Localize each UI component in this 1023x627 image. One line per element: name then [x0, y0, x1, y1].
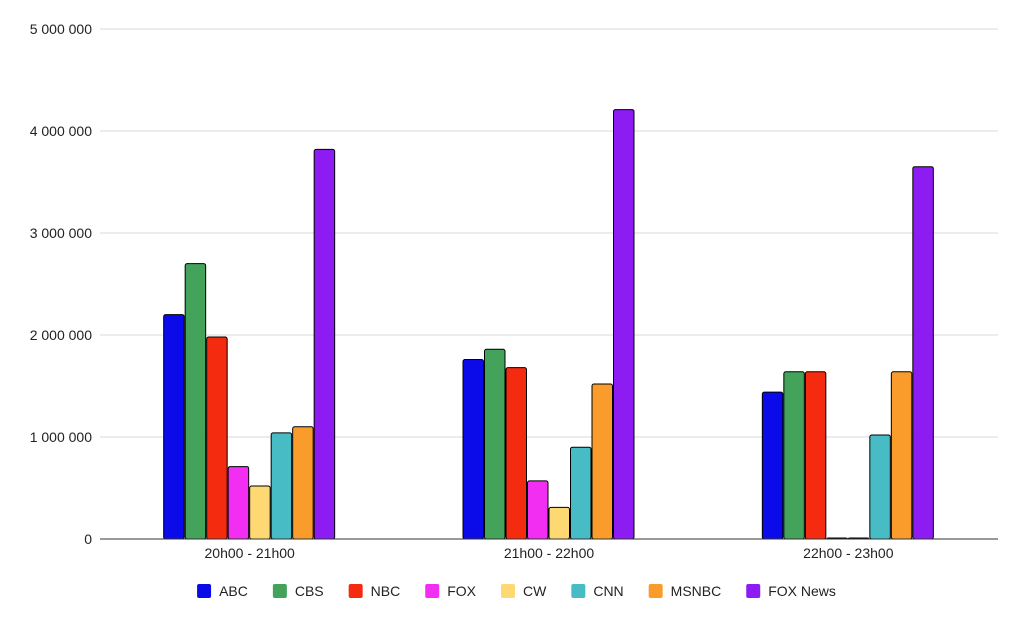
bars [163, 109, 934, 540]
bar-msnbc [292, 426, 314, 540]
y-tick-label: 0 [84, 531, 92, 547]
bar-abc [163, 314, 185, 540]
bar-cnn [270, 432, 293, 540]
legend-label: ABC [219, 583, 248, 599]
bar-fox-news [613, 109, 635, 540]
legend-label: MSNBC [671, 583, 722, 599]
bar-cbs [783, 371, 805, 540]
bar-cw [548, 506, 570, 540]
bar-fox-news [313, 148, 336, 540]
legend-swatch-cbs [272, 584, 287, 598]
legend: ABC CBS NBC FOX CW CNN MSNBC FOX News [197, 583, 836, 599]
legend-label: NBC [371, 583, 401, 599]
bar-abc [761, 391, 784, 540]
x-tick-label: 21h00 - 22h00 [504, 545, 595, 561]
bar-msnbc [890, 371, 913, 540]
y-tick-label: 2 000 000 [30, 327, 92, 343]
legend-swatch-cnn [571, 584, 586, 598]
bar-msnbc [591, 383, 613, 540]
y-tick-label: 3 000 000 [30, 225, 92, 241]
bar-abc [462, 358, 484, 540]
gridlines [100, 28, 998, 438]
legend-label: FOX [447, 583, 476, 599]
legend-label: CNN [593, 583, 623, 599]
bar-cbs [184, 263, 207, 540]
bar-nbc [505, 367, 527, 540]
bar-nbc [206, 336, 228, 540]
legend-label: FOX News [768, 583, 836, 599]
bar-cnn [570, 446, 592, 540]
y-tick-label: 4 000 000 [30, 123, 92, 139]
legend-label: CBS [295, 583, 324, 599]
legend-swatch-abc [197, 584, 212, 598]
y-tick-label: 1 000 000 [30, 429, 92, 445]
legend-label: CW [523, 583, 547, 599]
legend-swatch-nbc [348, 584, 363, 598]
legend-swatch-fox-news [746, 584, 761, 598]
bar-fox [527, 480, 549, 540]
legend-swatch-msnbc [648, 584, 663, 598]
legend-swatch-cw [501, 584, 516, 598]
bar-cw [249, 485, 271, 540]
legend-swatch-fox [425, 584, 440, 598]
bar-fox [227, 466, 250, 540]
y-axis-ticks: 0 1 000 000 2 000 000 3 000 000 4 000 000 5 0… [30, 21, 93, 547]
y-tick-label: 5 000 000 [30, 21, 92, 37]
x-axis-ticks: 20h00 - 21h00 21h00 - 22h00 22h00 - 23h00 [205, 545, 894, 561]
bar-nbc [804, 371, 827, 540]
bar-fox-news [912, 166, 934, 540]
bar-cnn [869, 434, 891, 540]
x-tick-label: 22h00 - 23h00 [803, 545, 894, 561]
bar-cbs [484, 348, 506, 540]
x-tick-label: 20h00 - 21h00 [205, 545, 296, 561]
